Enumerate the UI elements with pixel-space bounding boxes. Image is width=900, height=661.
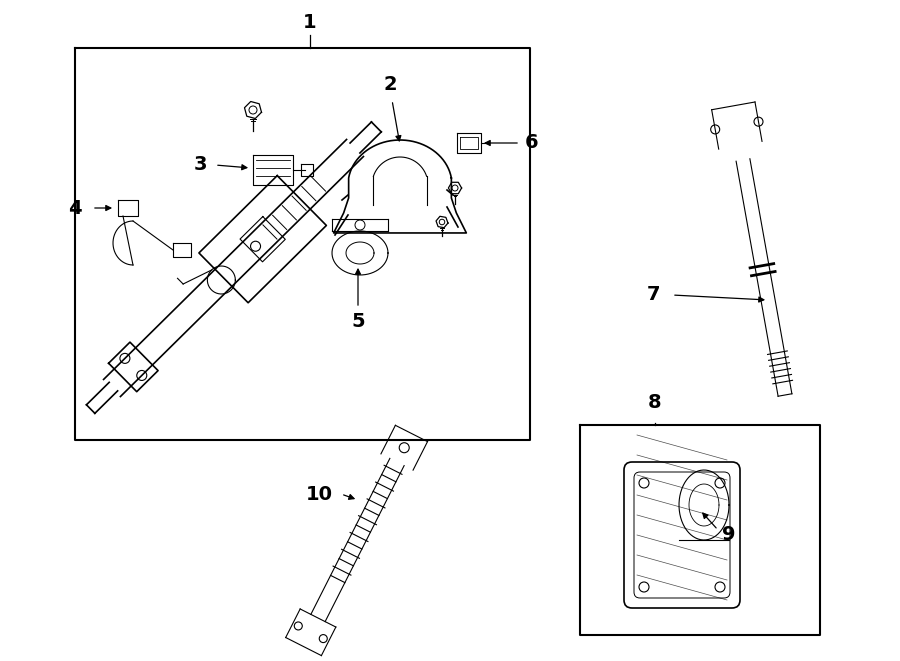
Text: 7: 7	[646, 286, 660, 305]
Text: 6: 6	[525, 134, 538, 153]
Text: 1: 1	[303, 13, 317, 32]
Text: 5: 5	[351, 312, 364, 331]
Text: 4: 4	[68, 198, 82, 217]
Text: 8: 8	[648, 393, 662, 412]
Text: 10: 10	[306, 485, 333, 504]
Text: 9: 9	[722, 525, 735, 545]
Text: 2: 2	[383, 75, 397, 95]
Text: 3: 3	[194, 155, 207, 175]
